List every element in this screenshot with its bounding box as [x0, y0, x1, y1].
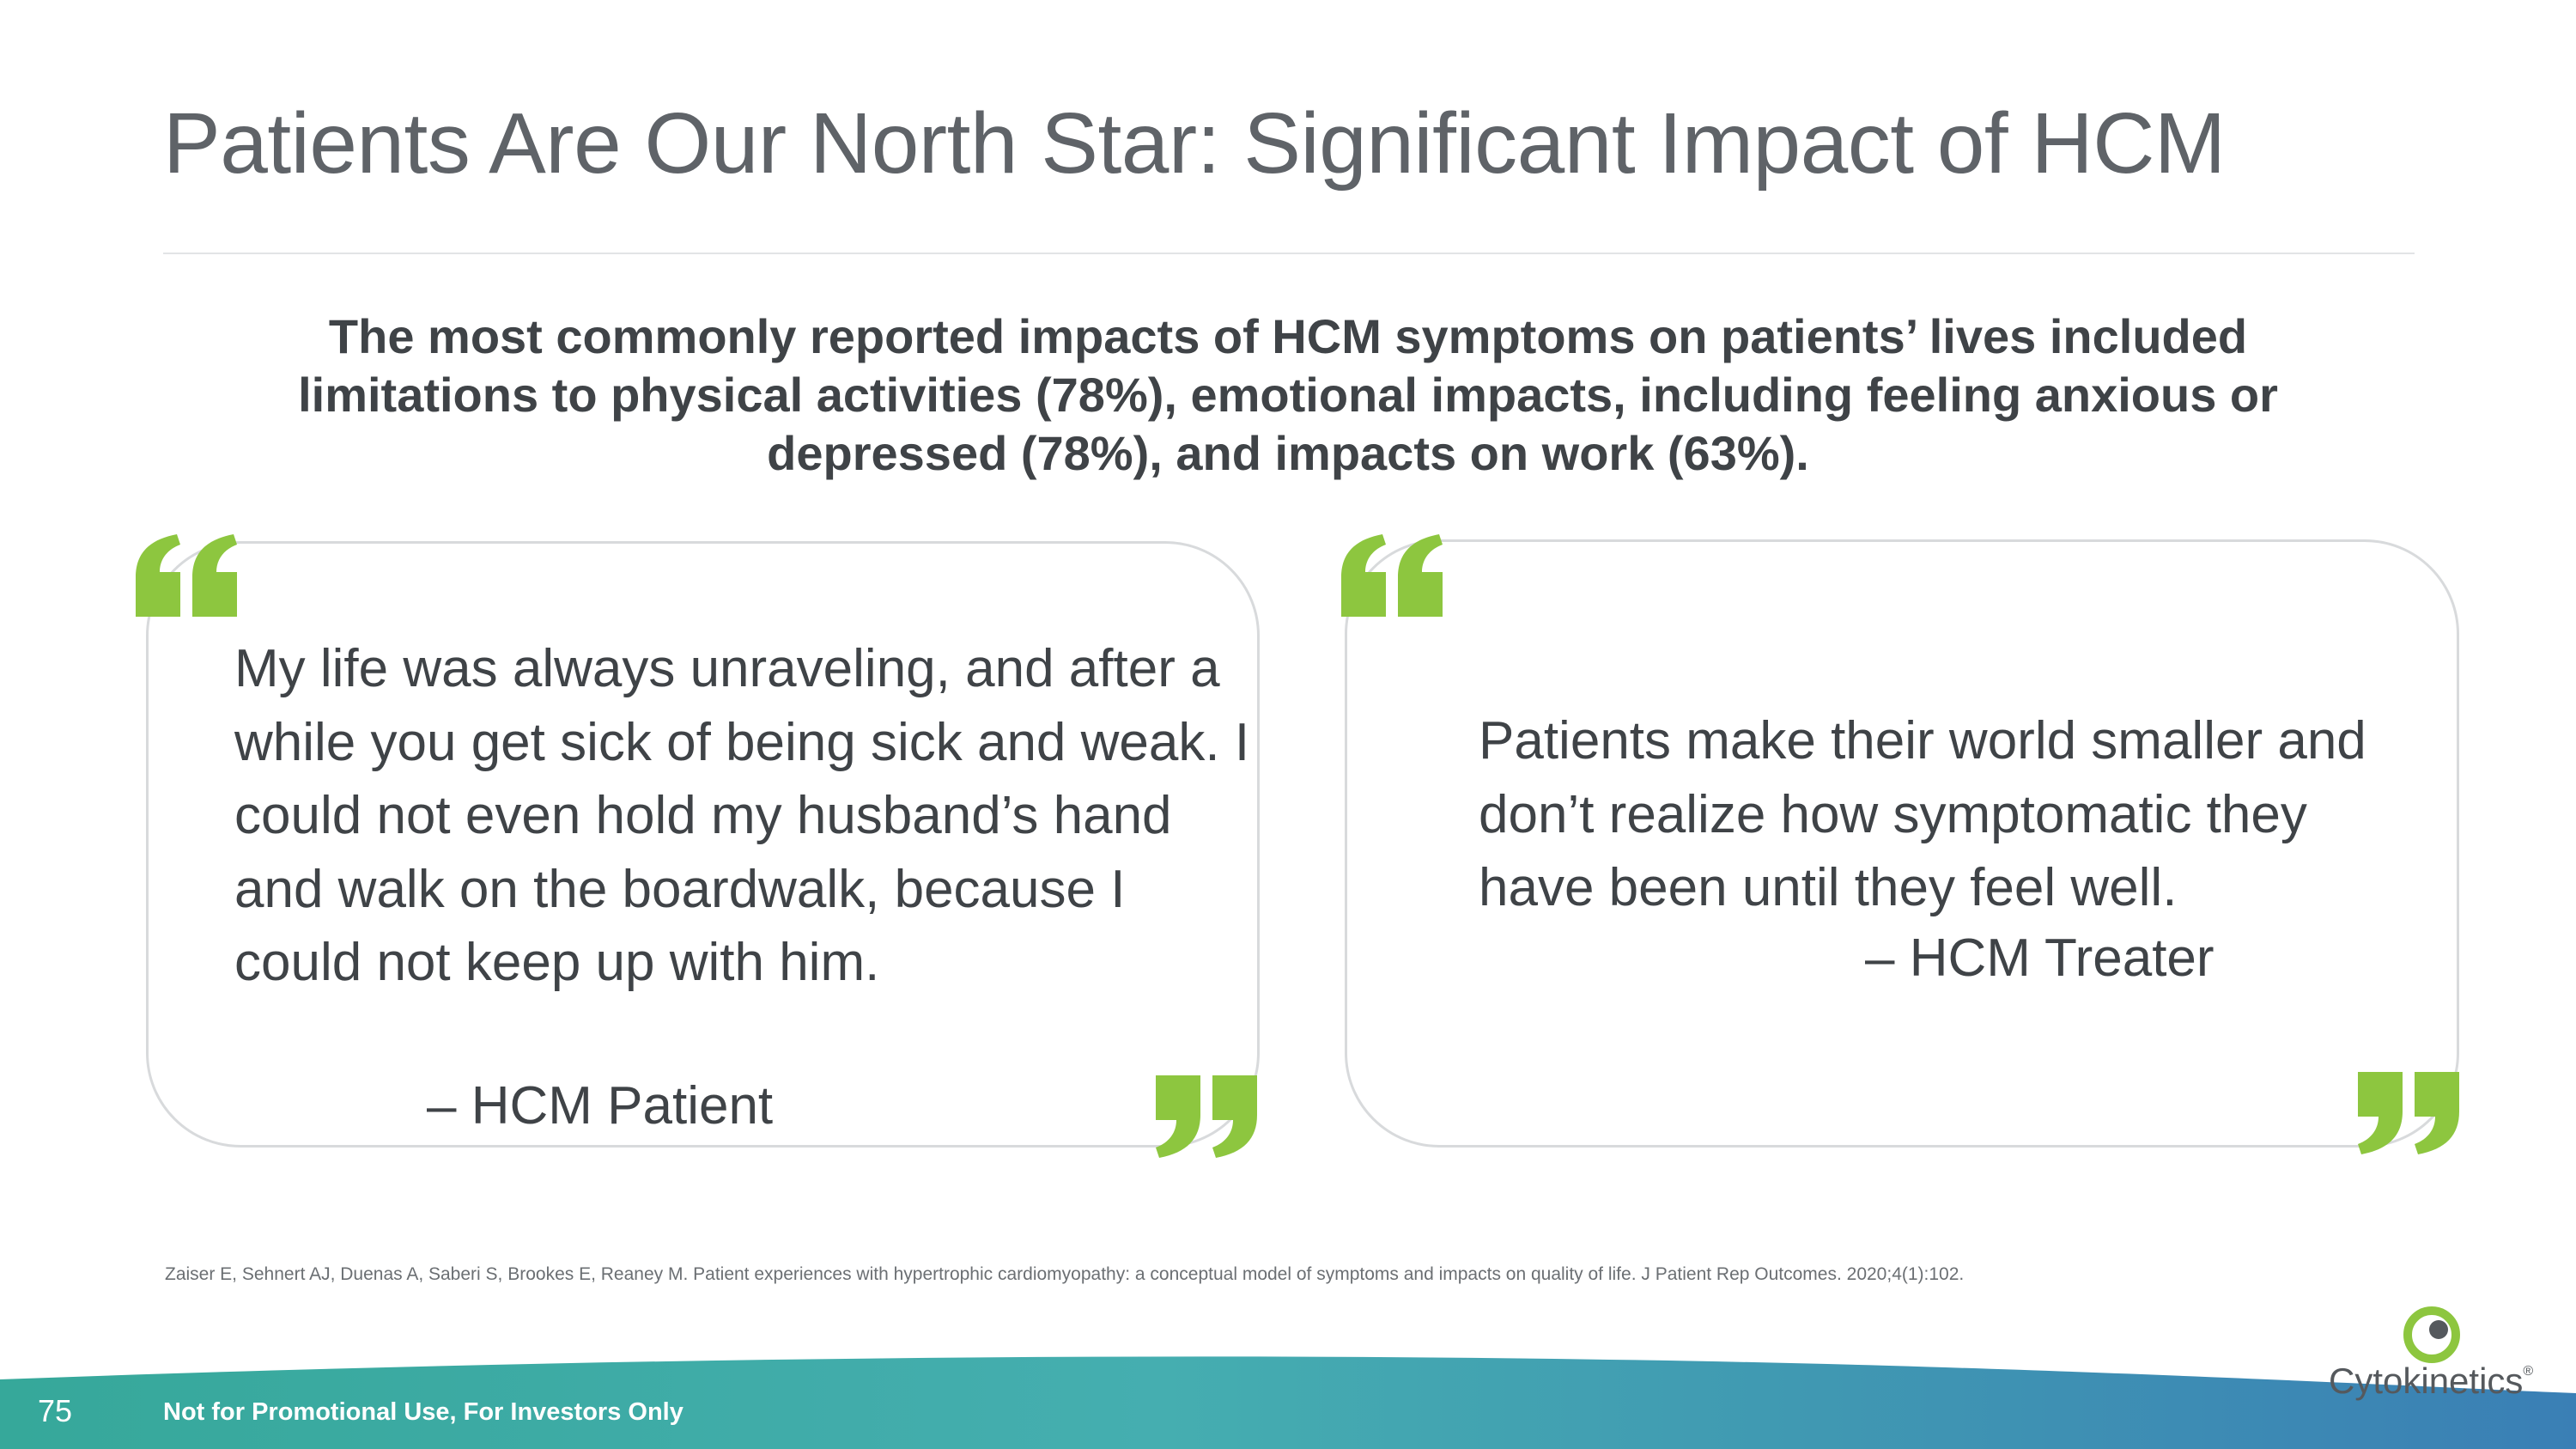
page-number: 75 [38, 1393, 73, 1428]
quote-attribution-patient: – HCM Patient [427, 1076, 774, 1135]
footer-wave-band [0, 1356, 2576, 1449]
quote-text-treater: Patients make their world smaller and do… [1479, 711, 2366, 917]
cytokinetics-logo-icon [2403, 1306, 2460, 1363]
quote-text-patient: My life was always unraveling, and after… [234, 639, 1250, 992]
company-logo-text: Cytokinetics® [2329, 1361, 2534, 1401]
quote-attribution-treater: – HCM Treater [1865, 928, 2215, 988]
close-quote-icon [1156, 1075, 1257, 1158]
citation: Zaiser E, Sehnert AJ, Duenas A, Saberi S… [165, 1264, 1965, 1284]
quote-card-treater [1345, 539, 2459, 1148]
quote-card-patient [146, 541, 1260, 1148]
open-quote-icon [1341, 534, 1443, 617]
slide-subtitle: The most commonly reported impacts of HC… [298, 309, 2278, 480]
footer-disclaimer: Not for Promotional Use, For Investors O… [163, 1398, 683, 1426]
close-quote-icon [2358, 1072, 2459, 1154]
title-divider [163, 253, 2415, 254]
slide-title: Patients Are Our North Star: Significant… [163, 95, 2226, 192]
open-quote-icon [136, 534, 237, 617]
